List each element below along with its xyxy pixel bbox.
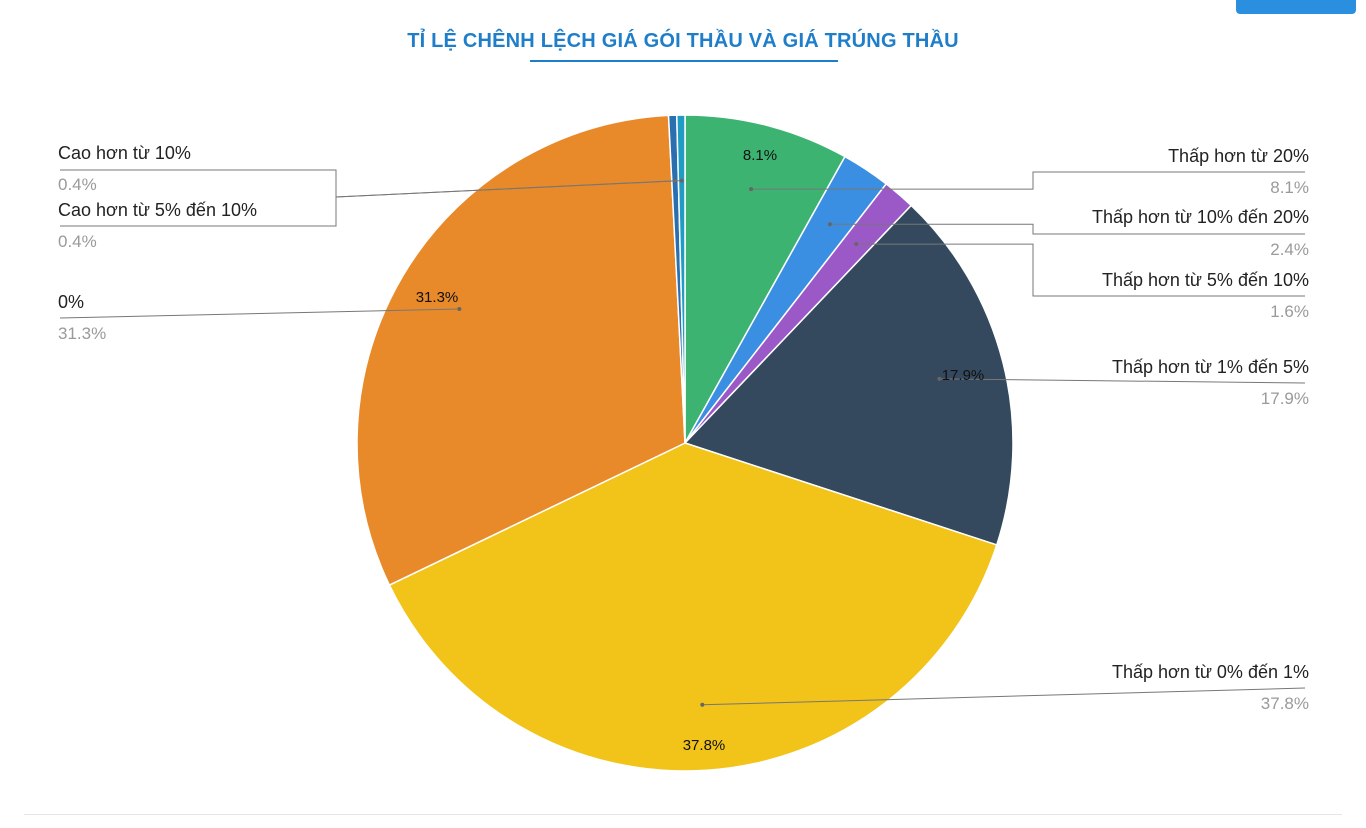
leader-dot-0 [749, 187, 754, 192]
leader-line-0 [751, 171, 1305, 190]
leader-line-1 [829, 223, 1305, 235]
leader-dot-3 [937, 376, 942, 381]
leader-dot-4 [700, 702, 705, 707]
leader-line-3 [939, 378, 1306, 384]
legend-value-thap-hon-10-20: 2.4% [1270, 240, 1309, 259]
legend-label-thap-hon-10-20: Thấp hơn từ 10% đến 20% [1092, 207, 1309, 227]
legend-value-thap-hon-1-5: 17.9% [1260, 389, 1309, 408]
slice-label-0: 8.1% [743, 147, 777, 164]
legend-value-thap-hon-0-1: 37.8% [1260, 694, 1309, 713]
legend-value-thap-hon-5-10: 1.6% [1270, 302, 1309, 321]
chart-title-wrap: TỈ LỆ CHÊNH LỆCH GIÁ GÓI THẦU VÀ GIÁ TRÚ… [0, 30, 1366, 53]
legend-label-thap-hon-0-1: Thấp hơn từ 0% đến 1% [1112, 662, 1309, 682]
leader-dot-7 [679, 178, 684, 183]
pie-slice-7 [675, 114, 686, 444]
legend-label-0: 0% [58, 292, 85, 312]
slice-label-4: 37.8% [683, 737, 726, 754]
slice-label-5: 31.3% [416, 289, 459, 306]
export-button[interactable] [1236, 0, 1356, 14]
chart-frame [24, 6, 1342, 815]
title-underline [530, 60, 838, 62]
chart-title: TỈ LỆ CHÊNH LỆCH GIÁ GÓI THẦU VÀ GIÁ TRÚ… [407, 30, 959, 52]
leader-line-2 [856, 243, 1305, 297]
pie-slice-4 [388, 442, 998, 772]
legend-value-0: 31.3% [58, 324, 107, 343]
slice-label-3: 17.9% [942, 367, 985, 384]
leader-line-4 [702, 687, 1306, 706]
legend-label-thap-hon-5-10: Thấp hơn từ 5% đến 10% [1102, 270, 1309, 290]
pie-slice-0 [684, 114, 846, 446]
legend-value-thap-hon-20: 8.1% [1270, 178, 1309, 197]
legend-label-cao-hon-5-10: Cao hơn từ 5% đến 10% [58, 200, 257, 220]
legend-label-thap-hon-1-5: Thấp hơn từ 1% đến 5% [1112, 357, 1309, 377]
leader-line-7 [60, 180, 682, 227]
pie-slice-5 [356, 114, 686, 587]
legend-label-thap-hon-20: Thấp hơn từ 20% [1168, 146, 1309, 166]
pie-slice-3 [683, 204, 1014, 546]
leader-dot-1 [827, 222, 832, 227]
leader-dot-5 [457, 307, 462, 311]
legend-label-cao-hon-10: Cao hơn từ 10% [58, 143, 191, 163]
legend-value-cao-hon-10: 0.4% [58, 175, 97, 194]
leader-dot-2 [854, 242, 859, 247]
legend-value-cao-hon-5-10: 0.4% [58, 232, 97, 251]
leader-line-5 [59, 308, 460, 319]
